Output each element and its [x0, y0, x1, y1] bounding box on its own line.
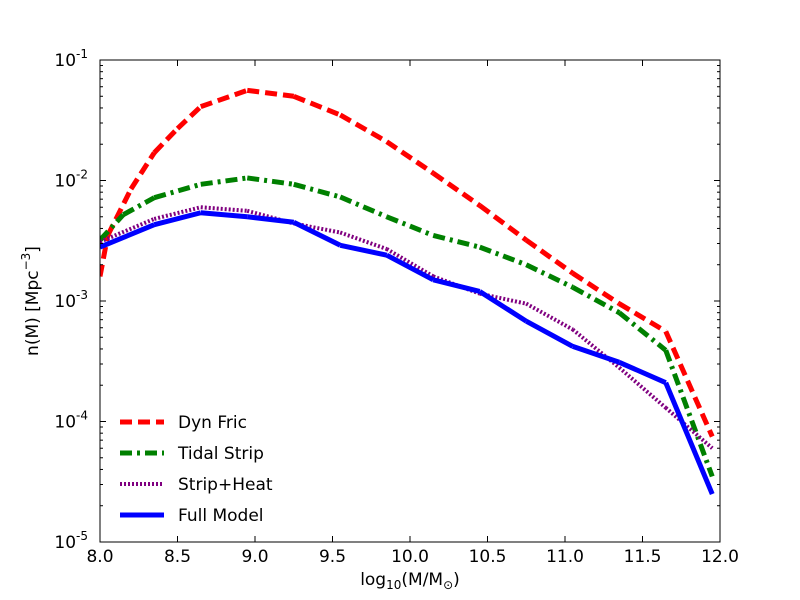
series-segment-dyn-fric [524, 238, 575, 276]
y-tick-label: 10-1 [54, 47, 88, 71]
x-axis-label-sun: ⊙ [443, 578, 453, 592]
ticks-group: 8.0 8.5 9.0 9.5 10.0 10.5 11.0 11.5 12.0 10-5 10-4… [54, 47, 739, 567]
series-segment-tidal-strip [153, 181, 202, 201]
series-segment-tidal-strip [339, 194, 388, 220]
legend-label-strip-heat: Strip+Heat [178, 475, 273, 495]
y-tick-label: 10-3 [54, 288, 88, 312]
series-segment-strip-heat [100, 217, 156, 244]
series-segment-dyn-fric [385, 139, 435, 176]
y-axis-label-main: n(M) [Mpc [23, 270, 43, 356]
y-tick-label: 10-2 [54, 168, 88, 192]
y-tick-label: 10-5 [54, 529, 88, 553]
y-axis-label: n(M) [Mpc−3] [19, 246, 43, 356]
x-tick-label: 11.0 [546, 547, 584, 567]
x-tick-label: 10.5 [469, 547, 507, 567]
series-segment-full-model [432, 277, 481, 294]
series-segment-dyn-fric [100, 234, 111, 277]
series-segment-dyn-fric [246, 87, 295, 99]
x-tick-label: 8.5 [164, 547, 191, 567]
x-tick-label: 11.5 [624, 547, 662, 567]
series-segment-full-model [571, 344, 621, 365]
series-segment-dyn-fric [617, 301, 668, 334]
y-axis-label-sup: −3 [19, 253, 33, 271]
series-segment-strip-heat [525, 301, 574, 332]
series-dyn-fric [100, 87, 715, 438]
series-segment-full-model [663, 381, 715, 496]
legend-label-dyn-fric: Dyn Fric [178, 413, 247, 433]
series-segment-dyn-fric [663, 330, 715, 438]
series-segment-dyn-fric [478, 203, 528, 243]
series-segment-full-model [200, 210, 248, 220]
series-segment-dyn-fric [431, 171, 482, 208]
y-axis-label-close: ] [23, 246, 43, 253]
series-segment-tidal-strip [617, 310, 668, 353]
series-segment-tidal-strip [525, 262, 574, 290]
series-segment-tidal-strip [385, 214, 435, 238]
series-segment-strip-heat [339, 230, 388, 251]
series-segment-tidal-strip [571, 285, 621, 315]
series-segment-dyn-fric [292, 93, 342, 118]
series-segment-dyn-fric [175, 104, 203, 131]
x-tick-label: 12.0 [701, 547, 739, 567]
series-segment-full-model [525, 318, 574, 349]
x-axis-label-base: log [360, 570, 386, 590]
series-segment-full-model [618, 360, 667, 385]
series-segment-full-model [153, 210, 202, 228]
series-full-model [100, 210, 715, 496]
series-segment-full-model [246, 214, 295, 225]
series-segment-tidal-strip [200, 175, 248, 187]
x-tick-label: 9.5 [319, 547, 346, 567]
y-tick-label: 10-4 [54, 409, 88, 433]
series-segment-tidal-strip [100, 213, 126, 242]
series-segment-tidal-strip [293, 181, 341, 200]
series-segment-full-model [339, 242, 388, 258]
series-segment-tidal-strip [663, 349, 715, 478]
plot-area [100, 87, 715, 496]
x-axis-label-close: ) [453, 570, 460, 590]
x-axis-label: log10(M/M⊙) [360, 570, 460, 592]
legend-label-full-model: Full Model [178, 506, 264, 526]
series-segment-dyn-fric [339, 112, 388, 144]
series-segment-full-model [100, 222, 156, 250]
series-segment-tidal-strip [246, 175, 295, 187]
series-segment-dyn-fric [128, 151, 157, 191]
series-segment-dyn-fric [152, 126, 180, 155]
series-segment-tidal-strip [478, 244, 528, 268]
x-tick-label: 10.0 [391, 547, 429, 567]
x-tick-label: 8.0 [86, 547, 113, 567]
series-segment-dyn-fric [571, 271, 621, 306]
series-segment-full-model [478, 289, 528, 324]
x-axis-label-main: (M/M [401, 570, 443, 590]
series-segment-full-model [385, 252, 435, 282]
x-tick-label: 9.0 [241, 547, 268, 567]
x-axis-label-sub: 10 [386, 578, 401, 592]
series-segment-dyn-fric [199, 87, 249, 110]
legend-label-tidal-strip: Tidal Strip [177, 444, 264, 464]
series-segment-full-model [292, 220, 342, 248]
legend: Dyn Fric Tidal Strip Strip+Heat Full Model [120, 413, 273, 526]
series-segment-tidal-strip [432, 233, 481, 250]
series-tidal-strip [100, 175, 715, 478]
series-segment-tidal-strip [122, 195, 156, 217]
series-segment-strip-heat [385, 247, 435, 279]
